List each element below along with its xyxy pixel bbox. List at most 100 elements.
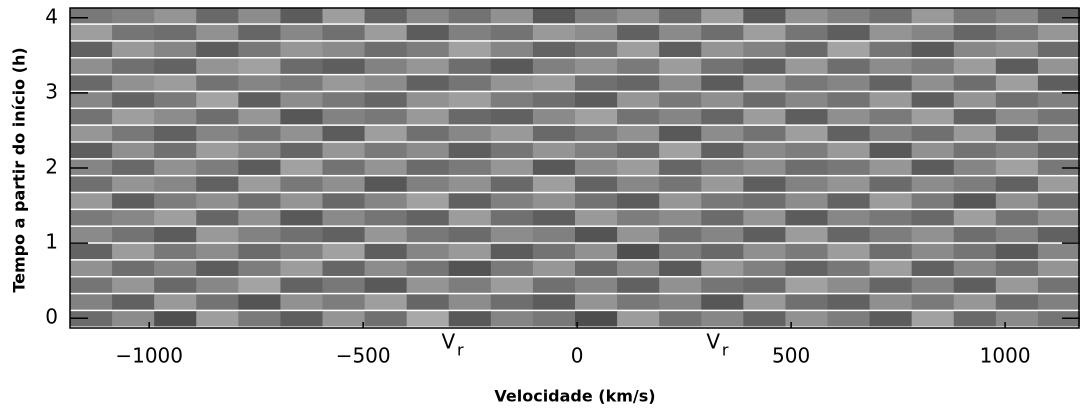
heatmap-cell [112, 125, 155, 142]
heatmap-cell [196, 75, 239, 91]
heatmap-cell [196, 41, 239, 58]
heatmap-cell [659, 176, 702, 192]
heatmap-cell [617, 226, 660, 243]
heatmap-cell [953, 210, 997, 226]
heatmap-cell [701, 159, 744, 175]
heatmap-cell [196, 8, 239, 24]
heatmap-cell [911, 243, 955, 260]
heatmap-cell [575, 125, 618, 142]
heatmap-cell [827, 210, 871, 226]
heatmap-cell [869, 58, 913, 74]
heatmap-cell [280, 142, 323, 159]
heatmap-cell [448, 8, 492, 24]
heatmap-cell [659, 58, 702, 74]
heatmap-cell [112, 176, 155, 192]
heatmap-cell [238, 243, 281, 260]
heatmap-cell [70, 243, 113, 260]
heatmap-cell [911, 24, 955, 41]
heatmap-cell [617, 311, 660, 327]
heatmap-cell [827, 109, 871, 125]
heatmap-cell [364, 210, 408, 226]
heatmap-cell [1037, 210, 1080, 226]
heatmap-cell [532, 159, 576, 175]
heatmap-cell [995, 294, 1039, 310]
heatmap-cell [406, 311, 450, 327]
y-tick-label: 2 [45, 155, 58, 179]
heatmap-cell [743, 24, 786, 41]
heatmap-cell [532, 109, 576, 125]
heatmap-cell [1037, 142, 1080, 159]
heatmap-cell [785, 311, 828, 327]
heatmap-cell [322, 58, 366, 74]
heatmap-cell [659, 243, 702, 260]
heatmap-cell [953, 109, 997, 125]
heatmap-cell [575, 142, 618, 159]
heatmap-cell [364, 176, 408, 192]
heatmap-cell [575, 58, 618, 74]
heatmap-cell [154, 226, 197, 243]
heatmap-cell [406, 193, 450, 209]
heatmap-cell [238, 58, 281, 74]
heatmap-cell [490, 193, 534, 209]
heatmap-cell [701, 176, 744, 192]
heatmap-cell [1037, 260, 1080, 276]
heatmap-cell [995, 24, 1039, 41]
heatmap-cell [953, 243, 997, 260]
heatmap-cell [785, 125, 828, 142]
heatmap-cell [617, 58, 660, 74]
heatmap-cell [953, 142, 997, 159]
heatmap-cell [995, 125, 1039, 142]
heatmap-cell [911, 58, 955, 74]
heatmap-cell [659, 226, 702, 243]
heatmap-cell [532, 58, 576, 74]
heatmap-cell [617, 142, 660, 159]
heatmap-cell [659, 92, 702, 108]
heatmap-cell [70, 109, 113, 125]
heatmap-cell [490, 277, 534, 293]
heatmap-cell [743, 125, 786, 142]
heatmap-cell [448, 226, 492, 243]
heatmap-cell [238, 24, 281, 41]
heatmap-cell [995, 109, 1039, 125]
heatmap-cell [575, 41, 618, 58]
heatmap-cell [701, 226, 744, 243]
heatmap-cell [869, 142, 913, 159]
heatmap-cell [575, 193, 618, 209]
heatmap-cell [701, 75, 744, 91]
heatmap-cell [785, 75, 828, 91]
heatmap-cell [490, 260, 534, 276]
heatmap-cell [785, 109, 828, 125]
heatmap-cell [911, 176, 955, 192]
y-tick-label: 3 [45, 79, 58, 103]
heatmap-cell [70, 193, 113, 209]
heatmap-cell [70, 260, 113, 276]
heatmap-cell [743, 294, 786, 310]
heatmap-cell [406, 109, 450, 125]
heatmap-cell [406, 75, 450, 91]
heatmap-cell [953, 125, 997, 142]
heatmap-cell [743, 58, 786, 74]
heatmap-cell [448, 109, 492, 125]
heatmap-cell [532, 41, 576, 58]
heatmap-cell [154, 277, 197, 293]
heatmap-cell [827, 243, 871, 260]
heatmap-cell [1037, 311, 1080, 327]
heatmap-cell [70, 92, 113, 108]
heatmap-cell [448, 193, 492, 209]
heatmap-cell [112, 159, 155, 175]
heatmap-cell [112, 294, 155, 310]
heatmap-cell [911, 210, 955, 226]
heatmap-cell [280, 92, 323, 108]
heatmap-cell [154, 125, 197, 142]
heatmap-cell [364, 277, 408, 293]
heatmap-cell [1037, 58, 1080, 74]
heatmap-cell [785, 294, 828, 310]
heatmap-cell [280, 226, 323, 243]
heatmap-cell [617, 193, 660, 209]
heatmap-cell [575, 92, 618, 108]
heatmap-cell [364, 311, 408, 327]
heatmap-cell [238, 75, 281, 91]
heatmap-cell [785, 243, 828, 260]
heatmap-cell [1037, 226, 1080, 243]
heatmap-cell [1037, 294, 1080, 310]
